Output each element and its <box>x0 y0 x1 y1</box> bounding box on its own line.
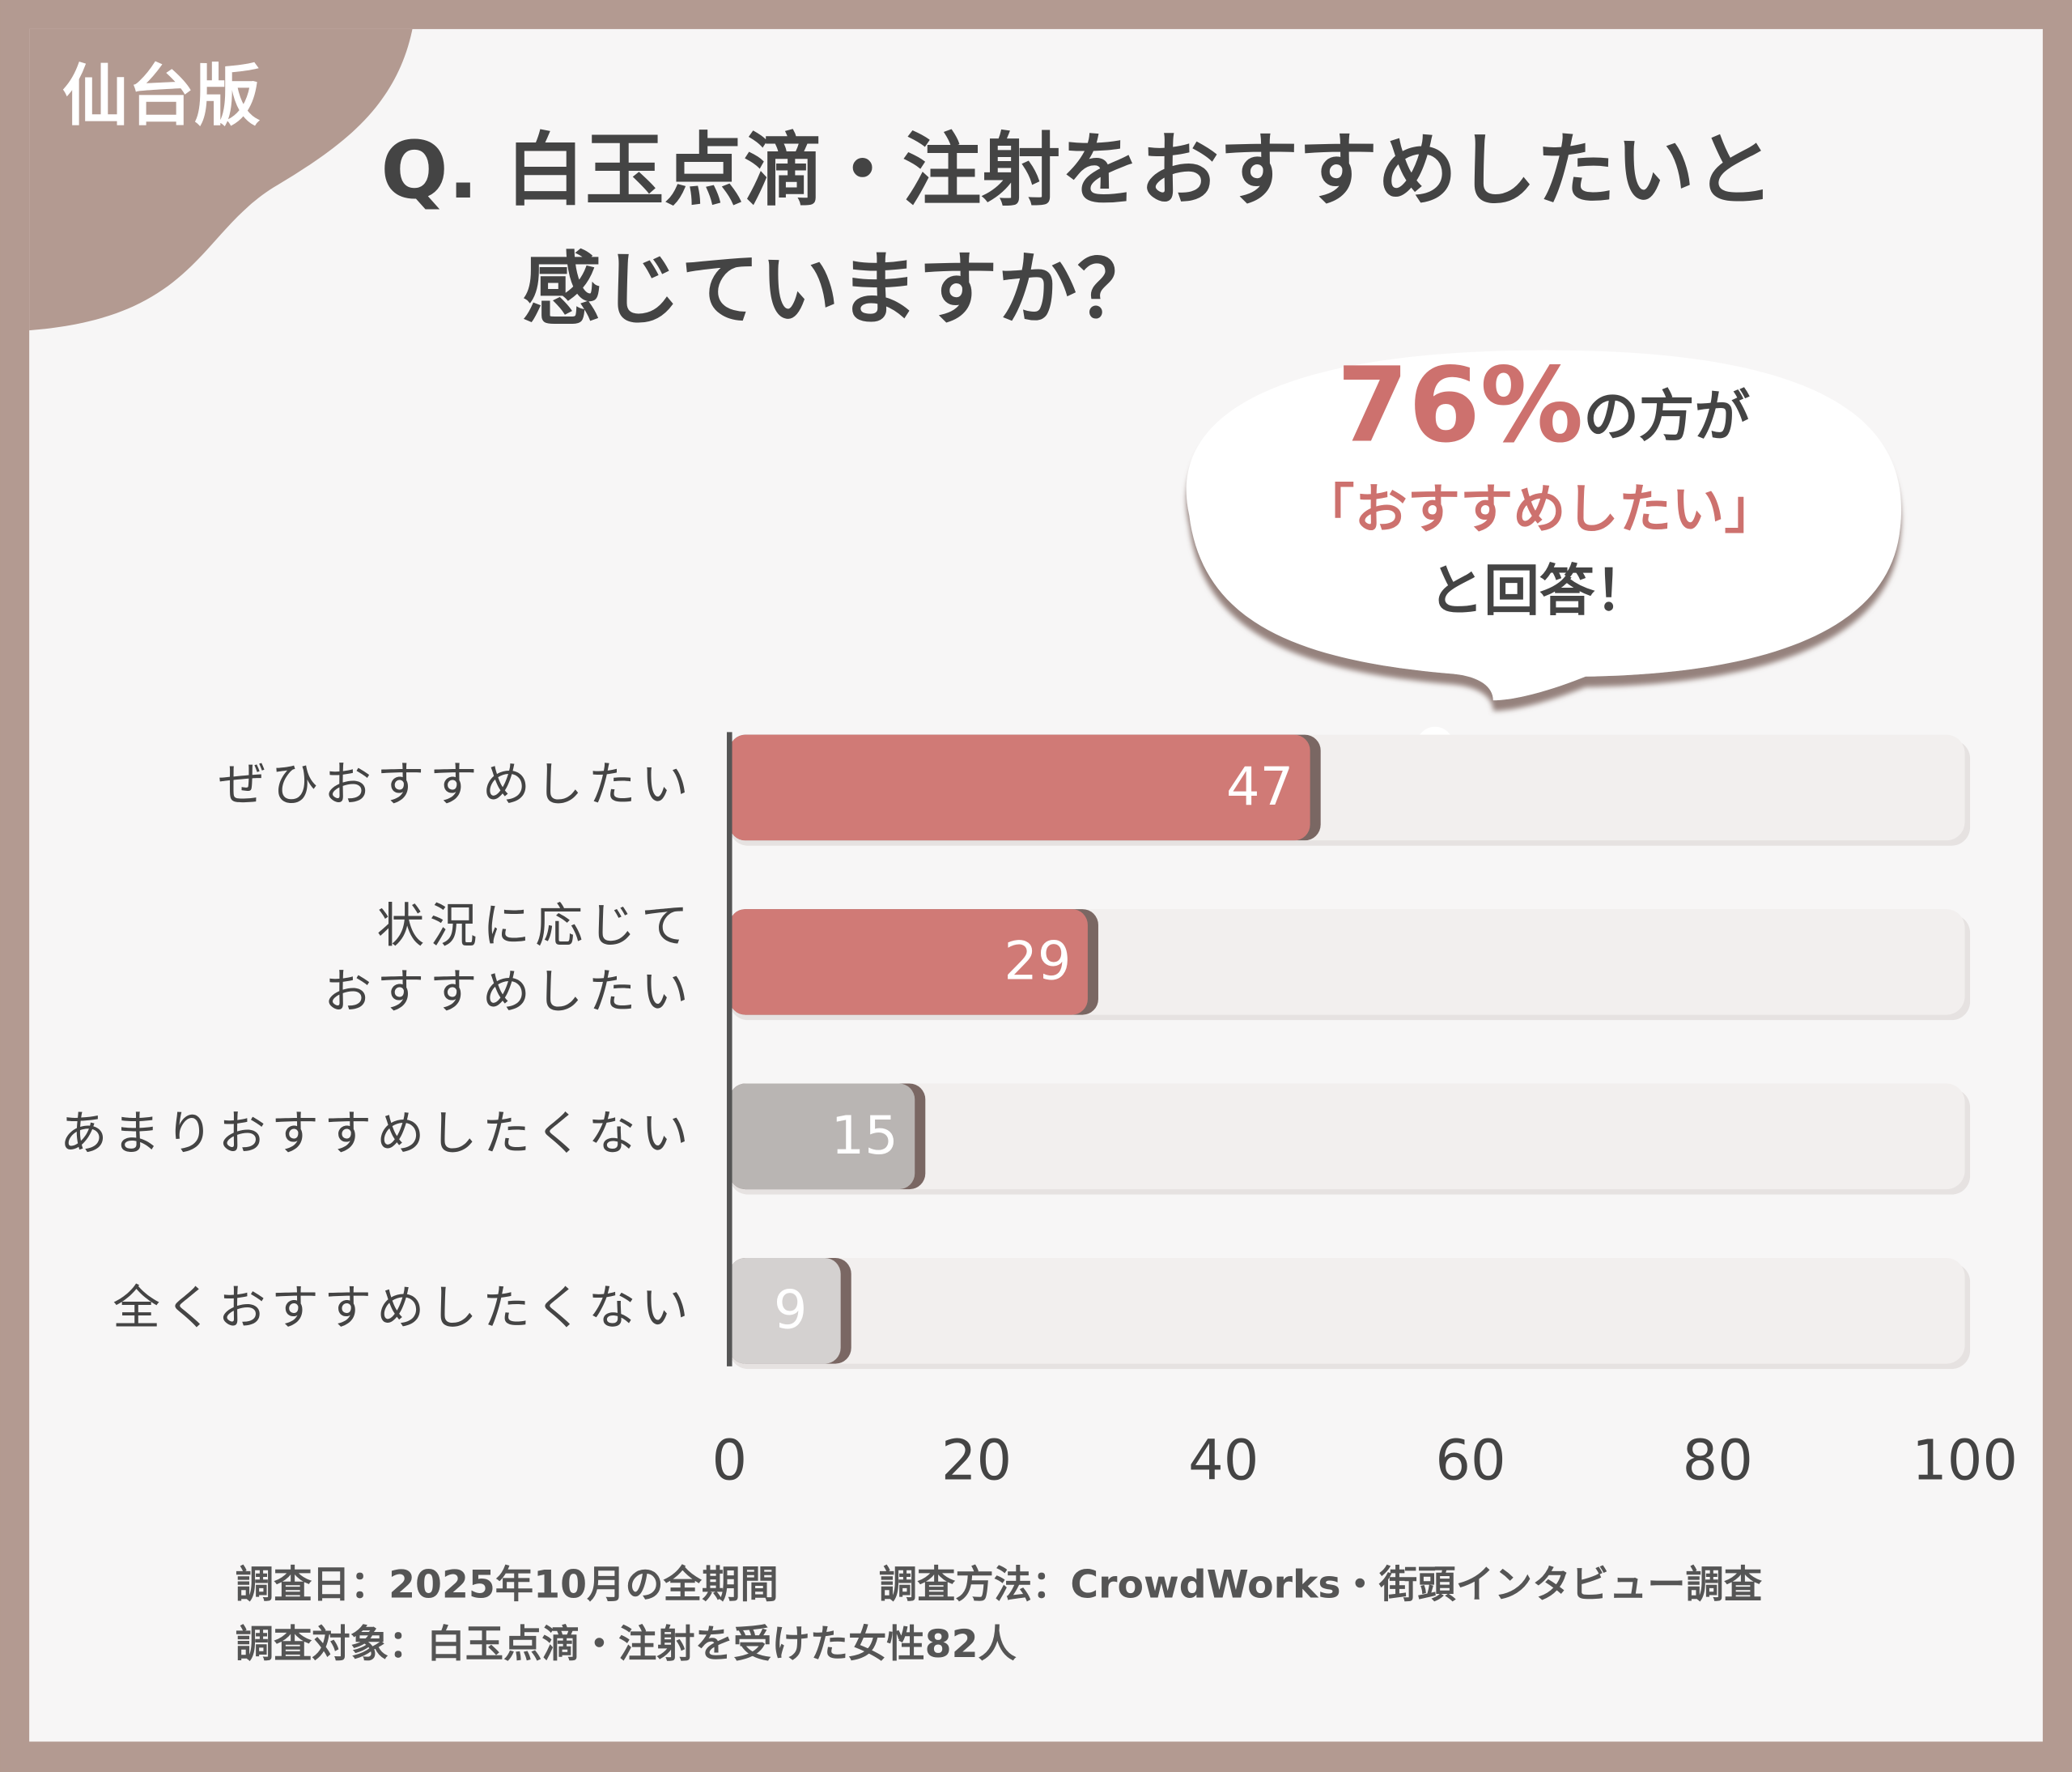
bar-track <box>729 1083 1965 1190</box>
footnote: 調査日：2025年10月の全期間 <box>236 1562 779 1607</box>
category-label: あまりおすすめしたくない <box>60 1105 694 1161</box>
bar <box>729 1258 841 1364</box>
badge-shape <box>29 28 413 331</box>
chart-title: Q. 白玉点滴・注射をおすすめしたいと <box>380 125 1774 217</box>
value-label: 15 <box>831 1105 898 1166</box>
callout-text: の方が <box>1583 385 1750 449</box>
bar <box>729 909 1088 1015</box>
x-tick-label: 20 <box>941 1429 1012 1494</box>
callout-quote: 「おすすめしたい」 <box>1301 478 1777 540</box>
chart-title: 感じていますか？ <box>522 244 1157 336</box>
bar-track <box>729 1258 1965 1364</box>
value-label: 9 <box>774 1280 808 1341</box>
value-label: 29 <box>1004 931 1071 992</box>
x-tick-label: 100 <box>1912 1429 2018 1494</box>
x-tick-label: 40 <box>1188 1429 1259 1494</box>
value-label: 47 <box>1226 756 1293 818</box>
badge: 仙台版 <box>62 58 261 135</box>
panel <box>29 28 2043 1742</box>
callout-text: と回答！ <box>1429 559 1650 624</box>
x-tick-label: 0 <box>711 1429 747 1494</box>
footnote: 調査方法：CrowdWorks・街頭インタビュー調査 <box>879 1562 1763 1607</box>
x-tick-label: 60 <box>1435 1429 1505 1494</box>
bar <box>729 734 1310 841</box>
callout-highlight: 76% <box>1337 346 1584 465</box>
category-label: 状況に応じておすすめしたい <box>324 898 694 1020</box>
footnote: 調査対象：白玉点滴・注射を受けた女性82人 <box>236 1622 1017 1667</box>
plot: 0 20 40 60 80 100 47 ぜひおすすめしたい 29 状況に応じておすすめしたい 15… <box>60 732 2018 1494</box>
x-tick-label: 80 <box>1683 1429 1753 1494</box>
callout-line: 76%の方が <box>1337 346 1751 465</box>
category-label: 全くおすすめしたくない <box>113 1279 694 1335</box>
bar <box>729 1083 915 1190</box>
category-label: ぜひおすすめしたい <box>219 756 694 812</box>
